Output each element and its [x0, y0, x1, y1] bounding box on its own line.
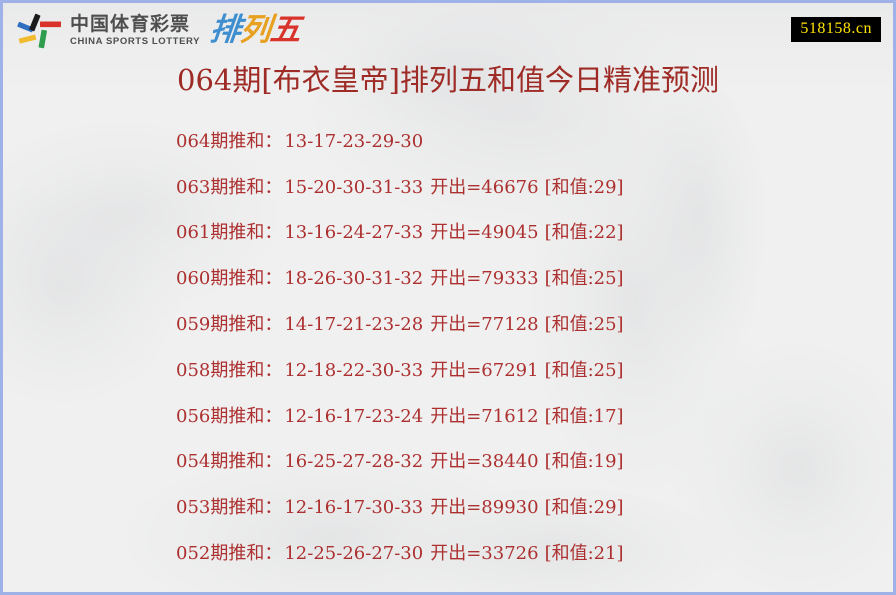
row-period-label: 064期推和：	[176, 130, 283, 152]
row-period-label: 052期推和：	[176, 543, 283, 565]
row-predicted-numbers: 16-25-27-28-32	[284, 451, 424, 473]
row-draw-result: 开出=67291	[430, 359, 539, 381]
row-draw-result: 开出=46676	[430, 176, 539, 198]
list-item: 063期推和： 15-20-30-31-33 开出=46676 [和值:29]	[176, 165, 893, 211]
brand-char-2: 列	[238, 12, 273, 48]
logo-english-name: CHINA SPORTS LOTTERY	[70, 35, 201, 47]
row-sum-value: [和值:21]	[544, 543, 624, 565]
row-predicted-numbers: 13-16-24-27-33	[284, 222, 424, 244]
list-item: 053期推和： 12-16-17-30-33 开出=89930 [和值:29]	[176, 485, 893, 531]
header-bar: 中国体育彩票 CHINA SPORTS LOTTERY 排列五	[3, 3, 893, 58]
row-period-label: 063期推和：	[176, 176, 283, 198]
row-predicted-numbers: 12-18-22-30-33	[284, 359, 424, 381]
row-predicted-numbers: 12-16-17-30-33	[284, 497, 424, 519]
list-item: 061期推和： 13-16-24-27-33 开出=49045 [和值:22]	[176, 211, 893, 257]
row-draw-result: 开出=49045	[430, 222, 539, 244]
page-title: 064期[布衣皇帝]排列五和值今日精准预测	[177, 63, 719, 97]
row-predicted-numbers: 15-20-30-31-33	[284, 176, 424, 198]
pailiewu-brand-wordmark: 排列五	[208, 12, 303, 48]
prediction-list: 064期推和： 13-17-23-29-30 063期推和： 15-20-30-…	[3, 119, 893, 577]
row-draw-result: 开出=79333	[430, 268, 539, 290]
list-item: 059期推和： 14-17-21-23-28 开出=77128 [和值:25]	[176, 302, 893, 348]
row-draw-result: 开出=33726	[430, 543, 539, 565]
row-draw-result: 开出=89930	[430, 497, 539, 519]
logo-chinese-name: 中国体育彩票	[70, 12, 191, 35]
list-item: 056期推和： 12-16-17-23-24 开出=71612 [和值:17]	[176, 394, 893, 440]
list-item: 054期推和： 16-25-27-28-32 开出=38440 [和值:19]	[176, 440, 893, 486]
row-sum-value: [和值:19]	[544, 451, 624, 473]
row-sum-value: [和值:25]	[544, 268, 624, 290]
row-predicted-numbers: 13-17-23-29-30	[284, 130, 424, 152]
row-period-label: 061期推和：	[176, 222, 283, 244]
row-sum-value: [和值:29]	[544, 497, 624, 519]
row-period-label: 056期推和：	[176, 405, 283, 427]
row-sum-value: [和值:22]	[544, 222, 624, 244]
list-item: 058期推和： 12-18-22-30-33 开出=67291 [和值:25]	[176, 348, 893, 394]
row-period-label: 053期推和：	[176, 497, 283, 519]
row-draw-result: 开出=71612	[430, 405, 539, 427]
row-period-label: 058期推和：	[176, 359, 283, 381]
row-sum-value: [和值:25]	[544, 314, 624, 336]
row-period-label: 059期推和：	[176, 314, 283, 336]
list-item: 052期推和： 12-25-26-27-30 开出=33726 [和值:21]	[176, 531, 893, 577]
list-item: 060期推和： 18-26-30-31-32 开出=79333 [和值:25]	[176, 256, 893, 302]
row-draw-result: 开出=77128	[430, 314, 539, 336]
row-draw-result: 开出=38440	[430, 451, 539, 473]
row-predicted-numbers: 14-17-21-23-28	[284, 314, 424, 336]
brand-char-1: 排	[208, 12, 243, 48]
row-period-label: 060期推和：	[176, 268, 283, 290]
site-watermark-badge: 518158.cn	[791, 17, 881, 42]
row-sum-value: [和值:29]	[544, 176, 624, 198]
row-predicted-numbers: 12-25-26-27-30	[284, 543, 424, 565]
row-period-label: 054期推和：	[176, 451, 283, 473]
china-sports-lottery-logo-icon	[17, 12, 63, 50]
brand-char-3: 五	[268, 12, 303, 48]
list-item: 064期推和： 13-17-23-29-30	[176, 119, 893, 165]
row-predicted-numbers: 12-16-17-23-24	[284, 405, 424, 427]
row-predicted-numbers: 18-26-30-31-32	[284, 268, 424, 290]
row-sum-value: [和值:17]	[544, 405, 624, 427]
row-sum-value: [和值:25]	[544, 359, 624, 381]
logo-text-block: 中国体育彩票 CHINA SPORTS LOTTERY	[70, 12, 201, 47]
